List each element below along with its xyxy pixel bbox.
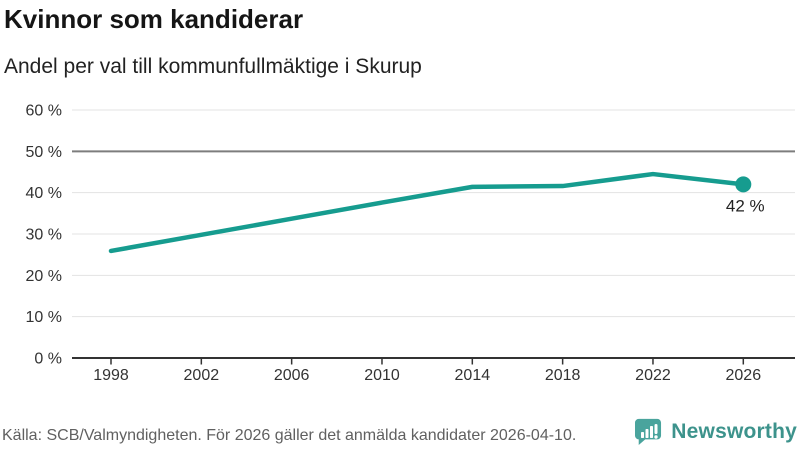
y-axis-tick-label: 10 %	[26, 309, 62, 326]
x-axis-tick-label: 2022	[635, 367, 671, 384]
chart-svg: 0 % 10 % 20 % 30 % 40 % 50 % 60 % 1998 2002 2006 2…	[26, 103, 795, 384]
newsworthy-icon	[635, 418, 662, 445]
x-axis-tick-label: 1998	[93, 367, 129, 384]
data-point-last	[735, 176, 752, 193]
footer: Källa: SCB/Valmyndigheten. För 2026 gäll…	[0, 414, 800, 450]
x-axis-tick-label: 2002	[184, 367, 220, 384]
source-note: Källa: SCB/Valmyndigheten. För 2026 gäll…	[2, 427, 577, 444]
y-axis-tick-label: 20 %	[26, 268, 62, 285]
brand-logo[interactable]: Newsworthy	[634, 417, 797, 447]
page-title: Kvinnor som kandiderar	[4, 4, 304, 34]
y-axis-tick-label: 0 %	[34, 351, 62, 368]
y-axis-tick-label: 50 %	[26, 144, 62, 161]
brand-name: Newsworthy	[671, 420, 797, 443]
x-axis-tick-label: 2006	[274, 367, 310, 384]
y-axis-tick-label: 60 %	[26, 103, 62, 120]
last-value-label: 42 %	[726, 196, 765, 215]
x-axis-tick-label: 2018	[545, 367, 581, 384]
x-axis-tick-label: 2026	[726, 367, 762, 384]
page-subtitle: Andel per val till kommunfullmäktige i S…	[4, 55, 422, 78]
line-chart: 0 % 10 % 20 % 30 % 40 % 50 % 60 % 1998 2002 2006 2…	[0, 88, 800, 400]
y-axis-tick-label: 40 %	[26, 185, 62, 202]
y-axis-tick-label: 30 %	[26, 227, 62, 244]
x-axis-tick-label: 2014	[455, 367, 491, 384]
x-axis-tick-label: 2010	[364, 367, 400, 384]
data-line	[108, 171, 746, 254]
